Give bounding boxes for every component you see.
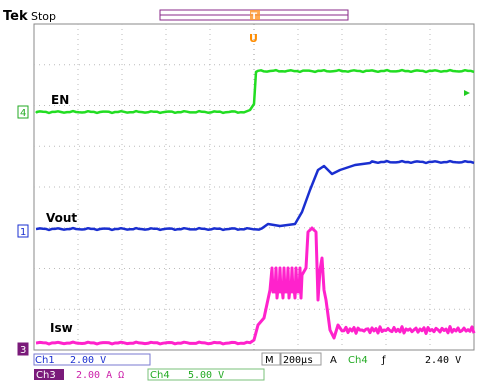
ch1-marker-label: 1 [20, 227, 26, 238]
graticule [33, 23, 475, 351]
brand-label: Tek [3, 9, 28, 24]
ch4-name: Ch4 [150, 370, 170, 381]
trigger-slope-icon: ƒ [381, 355, 386, 366]
isw-trace-label: Isw [50, 321, 73, 335]
timebase-prefix-box [261, 352, 281, 366]
ch1-name: Ch1 [35, 355, 55, 366]
trigger-time-marker[interactable]: U [249, 32, 258, 45]
ch4-scale-box[interactable] [147, 368, 265, 381]
ch4-marker-label: 4 [20, 108, 26, 119]
timebase-box[interactable] [280, 352, 322, 366]
record-window [250, 10, 260, 20]
en-waveform [35, 68, 475, 115]
isw-waveform [35, 226, 476, 346]
ch3-scale: 2.00 A Ω [76, 370, 124, 381]
timebase-scale: 200µs [283, 355, 313, 366]
vout-waveform [35, 159, 475, 232]
waveforms [35, 68, 476, 346]
ch3-name: Ch3 [36, 370, 56, 381]
ch3-ground-marker[interactable]: 3 [17, 342, 29, 356]
en-trace-label: EN [51, 93, 69, 107]
trigger-prefix: A [330, 355, 337, 366]
timebase-prefix: M [265, 355, 274, 366]
ch1-scale: 2.00 V [70, 355, 106, 366]
ch3-name-box[interactable] [34, 369, 64, 380]
trigger-level-arrow[interactable] [464, 90, 470, 96]
ch4-ground-marker[interactable]: 4 [17, 105, 29, 119]
status-bar: Tek Stop T [3, 9, 349, 24]
acquisition-status: Stop [31, 10, 56, 23]
trigger-position-marker: T [251, 12, 258, 22]
ch1-scale-box[interactable] [33, 353, 151, 366]
vout-trace-label: Vout [46, 211, 77, 225]
ch4-scale: 5.00 V [188, 370, 224, 381]
readout-panel: Ch1 2.00 V M 200µs A Ch4 ƒ 2.40 V Ch3 2.… [33, 352, 461, 381]
ch1-ground-marker[interactable]: 1 [17, 224, 29, 238]
ch3-marker-label: 3 [20, 345, 26, 356]
trigger-source[interactable]: Ch4 [348, 355, 368, 366]
trigger-level: 2.40 V [425, 355, 461, 366]
